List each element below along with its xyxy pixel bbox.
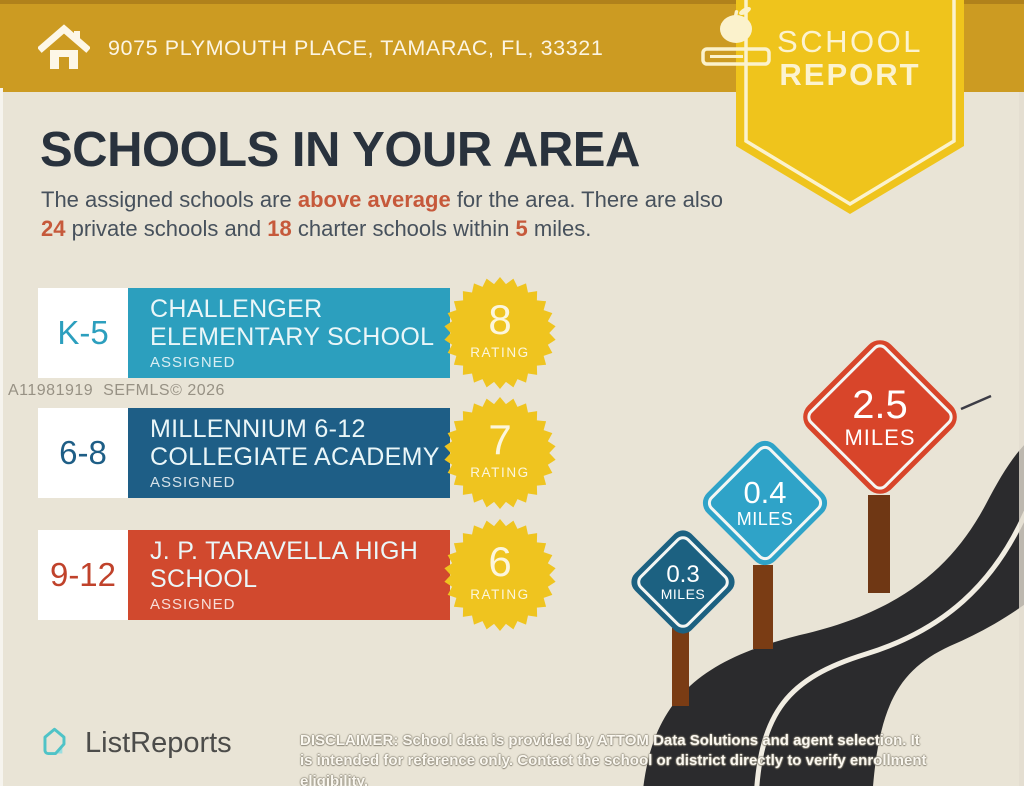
distance-sign-high: 2.5 MILES — [796, 333, 964, 501]
assigned-label: ASSIGNED — [150, 596, 236, 614]
mls-watermark: A11981919 SEFMLS© 2026 — [8, 382, 225, 399]
assigned-label: ASSIGNED — [150, 474, 236, 492]
pointer-line — [960, 394, 992, 411]
school-report-badge: SCHOOL REPORT — [701, 0, 964, 218]
school-bar: CHALLENGER ELEMENTARY SCHOOL ASSIGNED — [128, 288, 450, 378]
intro-text-part: private schools and — [65, 215, 268, 241]
disclaimer-label: DISCLAIMER: — [300, 732, 399, 749]
listreports-logo-icon — [43, 727, 66, 756]
distance-value: 0.4 — [743, 475, 787, 511]
intro-text-part: miles. — [527, 215, 592, 241]
property-address: 9075 PLYMOUTH PLACE, TAMARAC, FL, 33321 — [108, 35, 604, 60]
distance-unit: MILES — [736, 508, 794, 529]
assigned-label: ASSIGNED — [150, 354, 236, 372]
distance-value: 0.3 — [666, 561, 700, 589]
rating-badge: 6 RATING — [444, 519, 556, 631]
grade-range-box: 9-12 — [38, 530, 128, 620]
grade-range: 9-12 — [49, 556, 117, 593]
distance-value: 2.5 — [852, 383, 908, 428]
distance-sign-middle: 0.4 MILES — [697, 435, 833, 571]
school-row-middle: 6-8 MILLENNIUM 6-12 COLLEGIATE ACADEMY A… — [38, 397, 600, 509]
school-bar: MILLENNIUM 6-12 COLLEGIATE ACADEMY ASSIG… — [128, 408, 450, 498]
rating-value: 8 — [488, 295, 512, 343]
badge-title: SCHOOL REPORT — [777, 24, 923, 92]
apple-on-books-icon — [701, 6, 771, 66]
school-name: J. P. TARAVELLA HIGH SCHOOL — [150, 536, 419, 593]
grade-range-box: 6-8 — [38, 408, 128, 498]
photo-edge-artifact — [1019, 92, 1024, 786]
distance-unit: MILES — [660, 586, 706, 603]
page-title: SCHOOLS IN YOUR AREA — [40, 123, 640, 177]
brand-name: ListReports — [85, 726, 232, 759]
disclaimer-text: DISCLAIMER: School data is provided by A… — [300, 731, 934, 786]
intro-text-part: charter schools within — [291, 215, 516, 241]
highlight-charter-count: 18 — [267, 215, 292, 241]
listreports-brand: ListReports — [36, 724, 232, 762]
house-icon — [38, 24, 90, 69]
highlight-above-average: above average — [297, 187, 451, 212]
sign-post — [868, 495, 890, 593]
rating-label: RATING — [470, 344, 530, 360]
photo-edge-artifact — [0, 88, 3, 786]
grade-range: 6-8 — [59, 434, 107, 471]
highlight-miles: 5 — [515, 215, 528, 241]
rating-badge: 8 RATING — [444, 277, 556, 389]
sign-post — [672, 628, 689, 706]
distance-unit: MILES — [844, 425, 916, 451]
grade-range: K-5 — [57, 314, 109, 351]
intro-text-part: for the area. There are also — [450, 187, 724, 212]
rating-label: RATING — [470, 464, 530, 480]
highlight-private-count: 24 — [41, 215, 66, 241]
grade-range-box: K-5 — [38, 288, 128, 378]
rating-badge: 7 RATING — [444, 397, 556, 509]
school-row-elementary: K-5 CHALLENGER ELEMENTARY SCHOOL ASSIGNE… — [38, 277, 600, 389]
school-name: CHALLENGER ELEMENTARY SCHOOL — [150, 294, 435, 351]
pennant-shape — [736, 0, 964, 214]
intro-text-part: The assigned schools are — [41, 187, 298, 212]
school-name: MILLENNIUM 6-12 COLLEGIATE ACADEMY — [150, 414, 440, 471]
rating-value: 6 — [488, 537, 512, 585]
school-row-high: 9-12 J. P. TARAVELLA HIGH SCHOOL ASSIGNE… — [38, 519, 600, 631]
school-bar: J. P. TARAVELLA HIGH SCHOOL ASSIGNED — [128, 530, 450, 620]
sign-post — [753, 565, 773, 649]
intro-text: The assigned schools are above average f… — [41, 186, 741, 243]
rating-value: 7 — [488, 415, 512, 463]
rating-label: RATING — [470, 586, 530, 602]
